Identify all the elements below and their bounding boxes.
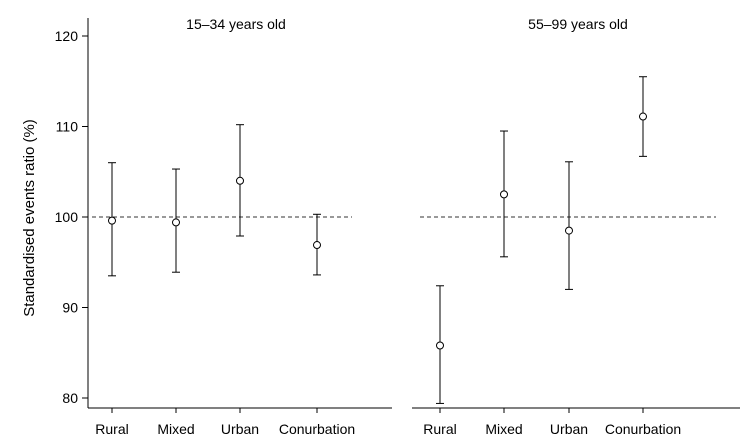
data-point: [172, 218, 180, 227]
data-point: [639, 112, 647, 121]
data-point: [108, 216, 116, 225]
y-axis-label: Standardised events ratio (%): [21, 119, 38, 317]
panel-2: 55–99 years old Rural Mixed Urban Conurbatio…: [412, 16, 740, 437]
data-point: [313, 241, 321, 250]
panel-title: 55–99 years old: [528, 16, 628, 32]
x-tick-label: Rural: [423, 421, 456, 437]
y-tick-label: 120: [55, 28, 79, 44]
data-point: [565, 226, 573, 235]
x-tick-label: Urban: [221, 421, 259, 437]
y-tick-label: 100: [55, 209, 79, 225]
x-tick-label: Urban: [550, 421, 588, 437]
x-tick-label: Rural: [95, 421, 128, 437]
panel-title: 15–34 years old: [186, 16, 286, 32]
x-tick-label: Mixed: [485, 421, 522, 437]
data-point: [436, 341, 444, 350]
data-point: [236, 176, 244, 185]
y-tick-label: 80: [62, 390, 78, 406]
y-tick-label: 110: [56, 119, 79, 135]
y-tick-label: 90: [62, 300, 78, 316]
x-tick-label: Conurbation: [605, 421, 681, 437]
x-tick-label: Mixed: [157, 421, 194, 437]
x-tick-label: Conurbation: [279, 421, 355, 437]
data-point: [500, 190, 508, 199]
panel-1: 80 90 100 110 120 15–34 years old Rural Mixed Ur…: [55, 16, 392, 437]
